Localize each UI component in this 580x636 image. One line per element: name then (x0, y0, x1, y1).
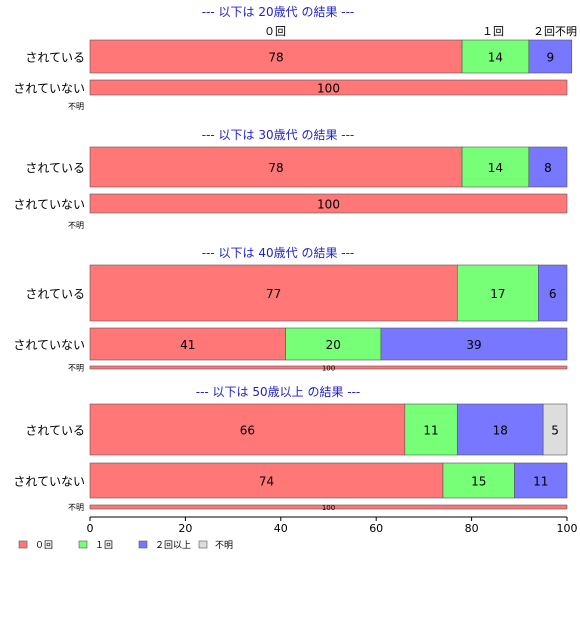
bar-segment (542, 403, 568, 456)
group-title: --- 以下は 20歳代 の結果 --- (202, 5, 355, 19)
legend-label: １回 (95, 540, 113, 551)
legend-swatch (198, 540, 208, 549)
x-tick-label: 60 (369, 522, 383, 535)
data-label: 6 (549, 287, 557, 301)
x-tick-label: 100 (557, 522, 578, 535)
bar-segment (380, 327, 568, 361)
bar-segment (89, 146, 463, 188)
row-label: 不明 (68, 503, 84, 512)
data-label: 39 (466, 338, 481, 352)
x-tick-label: 40 (274, 522, 288, 535)
bar-segment (89, 327, 286, 361)
row-label: 不明 (68, 364, 84, 373)
bar-segment (89, 504, 568, 510)
bar-segment (456, 403, 544, 456)
data-label: 78 (268, 161, 283, 175)
data-label: 15 (471, 475, 486, 489)
bar-segment (89, 403, 406, 456)
bar-segment (89, 365, 568, 370)
data-label: 14 (488, 161, 503, 175)
row-label: されている (25, 51, 85, 65)
bar-segment (514, 462, 568, 499)
column-header-label: ０回 (264, 25, 286, 38)
data-label: 5 (551, 424, 559, 438)
row-label: されている (25, 161, 85, 175)
bar-segment (89, 79, 568, 96)
data-label: 100 (322, 365, 335, 373)
data-label: 20 (326, 338, 341, 352)
row-label: されていない (13, 82, 85, 96)
group-title: --- 以下は 50歳以上 の結果 --- (196, 385, 361, 399)
data-label: 66 (240, 424, 255, 438)
data-label: 74 (259, 475, 274, 489)
bar-segment (456, 264, 539, 322)
bar-segment (89, 193, 568, 214)
bar-segment (89, 264, 458, 322)
data-label: 18 (493, 424, 508, 438)
legend-swatch (18, 540, 28, 549)
row-label: されていない (13, 475, 85, 489)
row-label: されていない (13, 198, 85, 212)
data-label: 9 (546, 51, 554, 65)
row-label: 不明 (68, 221, 84, 230)
legend-label: ０回 (35, 540, 53, 551)
row-label: されていない (13, 338, 85, 352)
bar-segment (89, 39, 463, 74)
bar-segment (538, 264, 568, 322)
x-tick-label: 0 (87, 522, 94, 535)
bar-segment (89, 462, 444, 499)
data-label: 78 (268, 51, 283, 65)
bar-segment (461, 39, 530, 74)
bar-segment (528, 39, 573, 74)
legend-label: 不明 (215, 540, 233, 551)
data-label: 11 (533, 475, 548, 489)
legend-swatch (138, 540, 148, 549)
bar-segment (528, 146, 568, 188)
data-label: 100 (317, 198, 340, 212)
data-label: 11 (423, 424, 438, 438)
legend-label: ２回以上 (155, 540, 191, 551)
data-label: 14 (488, 51, 503, 65)
bar-segment (404, 403, 458, 456)
legend-swatch (78, 540, 88, 549)
x-tick-label: 20 (178, 522, 192, 535)
group-title: --- 以下は 40歳代 の結果 --- (202, 246, 355, 260)
column-header-label: ２回不明 (533, 25, 577, 38)
data-label: 100 (322, 504, 335, 512)
data-label: 100 (317, 82, 340, 96)
row-label: されている (25, 287, 85, 301)
bar-segment (285, 327, 382, 361)
bar-segment (461, 146, 530, 188)
data-label: 17 (490, 287, 505, 301)
data-label: 8 (544, 161, 552, 175)
data-label: 41 (180, 338, 195, 352)
row-label: 不明 (68, 102, 84, 111)
x-tick-label: 80 (465, 522, 479, 535)
group-title: --- 以下は 30歳代 の結果 --- (202, 128, 355, 142)
column-header-label: １回 (482, 25, 504, 38)
row-label: されている (25, 424, 85, 438)
data-label: 77 (266, 287, 281, 301)
